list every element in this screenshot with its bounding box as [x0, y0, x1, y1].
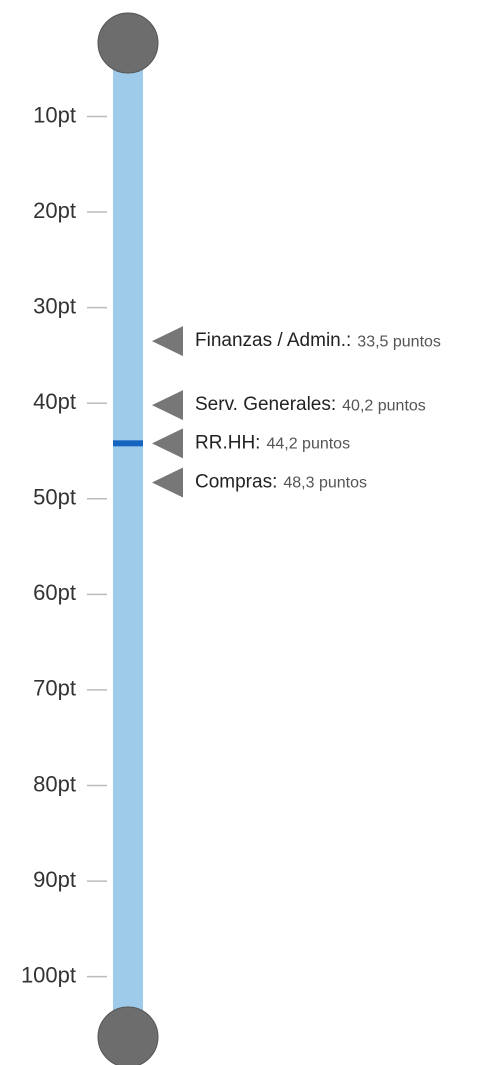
category-label: Compras: [195, 472, 277, 493]
scale-end-bottom [97, 1006, 159, 1065]
y-tick-label: 60pt [33, 580, 76, 605]
y-tick-label: 10pt [33, 102, 76, 127]
y-tick-label: 30pt [33, 293, 76, 318]
y-tick-label: 40pt [33, 389, 76, 414]
y-tick-label: 90pt [33, 867, 76, 892]
value-label: 40,2 puntos [342, 397, 426, 414]
value-label: 33,5 puntos [357, 333, 441, 350]
scale-bar [113, 40, 143, 1034]
y-tick-label: 50pt [33, 485, 76, 510]
marker [152, 467, 183, 498]
marker [152, 390, 183, 421]
value-label: 48,3 puntos [283, 475, 367, 492]
y-tick-label: 70pt [33, 676, 76, 701]
value-label: 44,2 puntos [266, 436, 350, 453]
category-label: Serv. Generales: [195, 394, 336, 415]
category-label: RR.HH: [195, 432, 260, 453]
category-label: Finanzas / Admin.: [195, 330, 351, 351]
scale-end-top [97, 12, 159, 74]
highlight-mark [113, 440, 143, 447]
y-tick-label: 20pt [33, 198, 76, 223]
y-tick-label: 80pt [33, 771, 76, 796]
marker [152, 326, 183, 357]
marker [152, 428, 183, 459]
y-tick-label: 100pt [21, 962, 76, 987]
